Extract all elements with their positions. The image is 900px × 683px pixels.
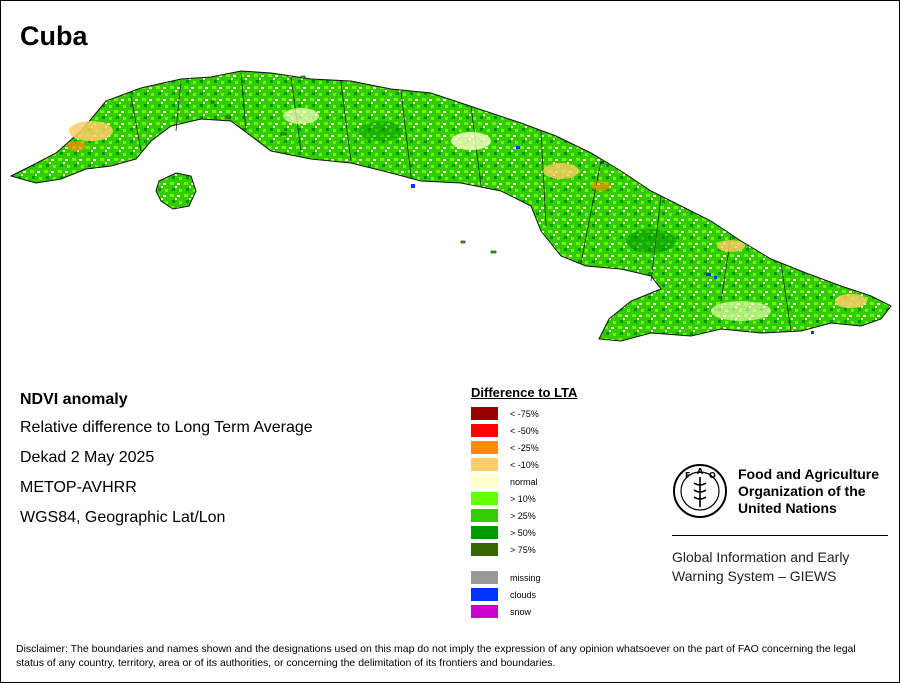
cuba-mainland [9, 70, 892, 342]
legend-swatch [471, 605, 498, 618]
offshore-cays [210, 75, 497, 254]
legend-label: > 75% [510, 544, 536, 555]
legend-swatch [471, 588, 498, 601]
legend-label: missing [510, 572, 541, 583]
legend-label: < -50% [510, 425, 539, 436]
ndvi-map [9, 70, 892, 342]
map-info: NDVI anomaly Relative difference to Long… [20, 391, 313, 539]
legend-title: Difference to LTA [471, 385, 578, 400]
legend-item: < -75% [471, 405, 577, 422]
legend-label: normal [510, 476, 538, 487]
legend-label: > 50% [510, 527, 536, 538]
svg-text:A: A [697, 467, 704, 476]
giews-name: Global Information and Early Warning Sys… [672, 548, 888, 586]
anomaly-patches [66, 108, 867, 321]
legend-swatch [471, 571, 498, 584]
cloud-pixels [411, 146, 814, 334]
legend-label: < -75% [510, 408, 539, 419]
legend-label: < -10% [510, 459, 539, 470]
legend-item: > 75% [471, 541, 577, 558]
legend-swatch [471, 458, 498, 471]
org-name-line: United Nations [738, 499, 837, 516]
map-title: Cuba [20, 21, 88, 51]
disclaimer: Disclaimer: The boundaries and names sho… [16, 643, 856, 669]
org-name-line: Organization of the [738, 482, 866, 499]
product-period: Dekad 2 May 2025 [20, 449, 155, 466]
logo-divider [672, 535, 888, 536]
legend-swatch [471, 424, 498, 437]
legend-swatch [471, 526, 498, 539]
svg-text:O: O [709, 471, 716, 480]
legend-item: > 50% [471, 524, 577, 541]
legend-item: < -25% [471, 439, 577, 456]
legend-item: snow [471, 603, 577, 620]
product-sensor: METOP-AVHRR [20, 479, 137, 496]
legend-label: < -25% [510, 442, 539, 453]
legend-swatch [471, 407, 498, 420]
legend-swatch [471, 475, 498, 488]
legend-item: clouds [471, 586, 577, 603]
legend-item: > 25% [471, 507, 577, 524]
legend-item: normal [471, 473, 577, 490]
legend-item: < -10% [471, 456, 577, 473]
legend-label: clouds [510, 589, 537, 600]
legend-item: missing [471, 569, 577, 586]
legend-item: < -50% [471, 422, 577, 439]
legend-label: snow [510, 606, 532, 617]
legend-swatch [471, 492, 498, 505]
product-projection: WGS84, Geographic Lat/Lon [20, 509, 226, 526]
fao-organization-name: Food and Agriculture Organization of the… [738, 466, 879, 517]
org-name-line: Food and Agriculture [738, 465, 880, 482]
fao-branding: F A O Food and Agriculture Organization … [672, 463, 888, 586]
product-name: NDVI anomaly [20, 391, 128, 408]
isla-de-la-juventud [155, 172, 197, 210]
fao-logo-icon: F A O [673, 464, 727, 518]
legend-item: > 10% [471, 490, 577, 507]
legend-swatch [471, 441, 498, 454]
legend-label: > 10% [510, 493, 536, 504]
product-description: Relative difference to Long Term Average [20, 419, 313, 436]
legend: Difference to LTA < -75% < -50% < -25% < -1… [471, 385, 577, 620]
svg-text:F: F [685, 471, 690, 480]
legend-swatch [471, 543, 498, 556]
legend-label: > 25% [510, 510, 536, 521]
giews-line: Global Information and Early [672, 549, 850, 565]
legend-swatch [471, 509, 498, 522]
giews-line: Warning System – GIEWS [672, 568, 837, 584]
